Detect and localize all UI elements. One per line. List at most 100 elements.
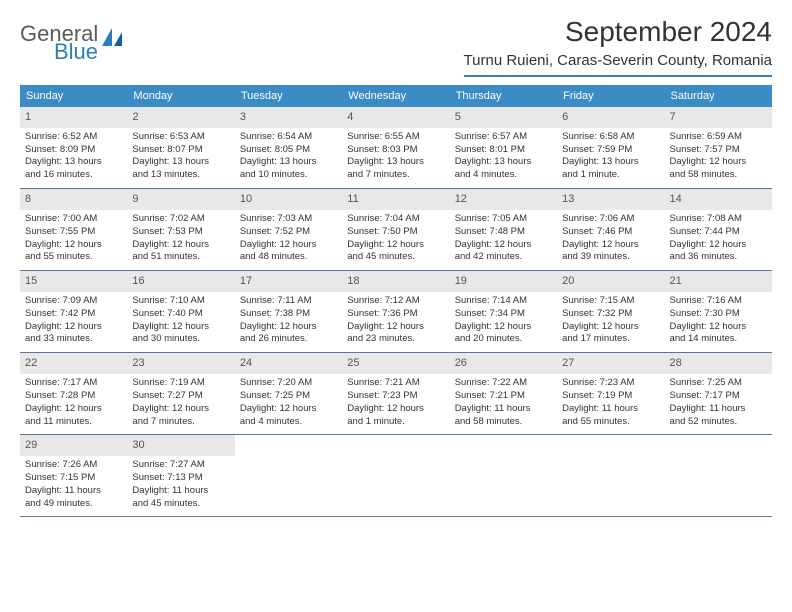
day-number: 5	[450, 107, 557, 128]
day-day1: Daylight: 11 hours	[129, 485, 232, 498]
day-day2: and 4 minutes.	[237, 416, 340, 429]
day-cell: 29Sunrise: 7:26 AMSunset: 7:15 PMDayligh…	[20, 435, 127, 516]
day-day2: and 26 minutes.	[237, 333, 340, 346]
page: General Blue September 2024 Turnu Ruieni…	[0, 0, 792, 533]
weekday-wed: Wednesday	[342, 85, 449, 107]
day-sunset: Sunset: 8:07 PM	[129, 144, 232, 157]
day-sunrise: Sunrise: 7:16 AM	[667, 295, 770, 308]
day-number: 23	[127, 353, 234, 374]
weekday-mon: Monday	[127, 85, 234, 107]
day-day1: Daylight: 12 hours	[344, 403, 447, 416]
day-sunset: Sunset: 7:23 PM	[344, 390, 447, 403]
day-day1: Daylight: 12 hours	[559, 321, 662, 334]
day-number: 6	[557, 107, 664, 128]
day-cell: 19Sunrise: 7:14 AMSunset: 7:34 PMDayligh…	[450, 271, 557, 352]
logo-word2: Blue	[54, 42, 98, 62]
day-day1: Daylight: 12 hours	[22, 403, 125, 416]
day-number: 8	[20, 189, 127, 210]
day-cell: 7Sunrise: 6:59 AMSunset: 7:57 PMDaylight…	[665, 107, 772, 188]
day-number: 4	[342, 107, 449, 128]
day-number: 2	[127, 107, 234, 128]
day-day2: and 7 minutes.	[129, 416, 232, 429]
day-number: 9	[127, 189, 234, 210]
header: General Blue September 2024 Turnu Ruieni…	[20, 16, 772, 77]
day-sunrise: Sunrise: 7:11 AM	[237, 295, 340, 308]
day-sunset: Sunset: 7:50 PM	[344, 226, 447, 239]
day-sunrise: Sunrise: 6:58 AM	[559, 131, 662, 144]
day-day1: Daylight: 12 hours	[22, 239, 125, 252]
day-cell: 22Sunrise: 7:17 AMSunset: 7:28 PMDayligh…	[20, 353, 127, 434]
day-sunset: Sunset: 7:15 PM	[22, 472, 125, 485]
day-sunrise: Sunrise: 7:08 AM	[667, 213, 770, 226]
day-cell: 21Sunrise: 7:16 AMSunset: 7:30 PMDayligh…	[665, 271, 772, 352]
day-cell: 6 Sunrise: 6:58 AMSunset: 7:59 PMDaylight…	[557, 107, 664, 188]
day-day1: Daylight: 12 hours	[237, 321, 340, 334]
day-number: 13	[557, 189, 664, 210]
day-day1: Daylight: 12 hours	[129, 239, 232, 252]
day-sunrise: Sunrise: 7:17 AM	[22, 377, 125, 390]
day-day1: Daylight: 12 hours	[344, 321, 447, 334]
day-day1: Daylight: 12 hours	[237, 239, 340, 252]
day-cell: 28Sunrise: 7:25 AMSunset: 7:17 PMDayligh…	[665, 353, 772, 434]
calendar: Sunday Monday Tuesday Wednesday Thursday…	[20, 85, 772, 517]
day-number: 27	[557, 353, 664, 374]
day-day1: Daylight: 12 hours	[667, 239, 770, 252]
day-number: 3	[235, 107, 342, 128]
day-number: 14	[665, 189, 772, 210]
day-number: 28	[665, 353, 772, 374]
day-sunrise: Sunrise: 7:09 AM	[22, 295, 125, 308]
day-cell: 4Sunrise: 6:55 AMSunset: 8:03 PMDaylight…	[342, 107, 449, 188]
day-sunset: Sunset: 7:19 PM	[559, 390, 662, 403]
day-cell: 26Sunrise: 7:22 AMSunset: 7:21 PMDayligh…	[450, 353, 557, 434]
day-cell: 8Sunrise: 7:00 AMSunset: 7:55 PMDaylight…	[20, 189, 127, 270]
week-row: 15Sunrise: 7:09 AMSunset: 7:42 PMDayligh…	[20, 271, 772, 353]
day-sunset: Sunset: 7:21 PM	[452, 390, 555, 403]
day-cell	[557, 435, 664, 516]
day-sunset: Sunset: 7:57 PM	[667, 144, 770, 157]
day-cell: 20Sunrise: 7:15 AMSunset: 7:32 PMDayligh…	[557, 271, 664, 352]
day-number: 19	[450, 271, 557, 292]
day-sunset: Sunset: 7:53 PM	[129, 226, 232, 239]
day-sunset: Sunset: 7:44 PM	[667, 226, 770, 239]
day-sunset: Sunset: 8:03 PM	[344, 144, 447, 157]
day-sunset: Sunset: 8:05 PM	[237, 144, 340, 157]
day-number: 15	[20, 271, 127, 292]
day-sunrise: Sunrise: 6:53 AM	[129, 131, 232, 144]
day-cell: 25Sunrise: 7:21 AMSunset: 7:23 PMDayligh…	[342, 353, 449, 434]
day-cell: 23Sunrise: 7:19 AMSunset: 7:27 PMDayligh…	[127, 353, 234, 434]
day-cell: 24Sunrise: 7:20 AMSunset: 7:25 PMDayligh…	[235, 353, 342, 434]
week-row: 1Sunrise: 6:52 AMSunset: 8:09 PMDaylight…	[20, 107, 772, 189]
day-sunrise: Sunrise: 7:21 AM	[344, 377, 447, 390]
day-day1: Daylight: 11 hours	[559, 403, 662, 416]
day-day2: and 48 minutes.	[237, 251, 340, 264]
day-sunrise: Sunrise: 7:14 AM	[452, 295, 555, 308]
day-sunset: Sunset: 7:59 PM	[559, 144, 662, 157]
day-sunset: Sunset: 8:01 PM	[452, 144, 555, 157]
day-sunrise: Sunrise: 7:12 AM	[344, 295, 447, 308]
day-day2: and 45 minutes.	[344, 251, 447, 264]
day-number: 29	[20, 435, 127, 456]
day-sunrise: Sunrise: 7:04 AM	[344, 213, 447, 226]
day-number: 26	[450, 353, 557, 374]
day-day1: Daylight: 12 hours	[237, 403, 340, 416]
location: Turnu Ruieni, Caras-Severin County, Roma…	[464, 52, 772, 77]
day-cell: 5Sunrise: 6:57 AMSunset: 8:01 PMDaylight…	[450, 107, 557, 188]
day-number: 21	[665, 271, 772, 292]
day-day2: and 42 minutes.	[452, 251, 555, 264]
day-cell	[665, 435, 772, 516]
day-day1: Daylight: 12 hours	[452, 239, 555, 252]
day-day2: and 49 minutes.	[22, 498, 125, 511]
day-cell	[235, 435, 342, 516]
day-sunrise: Sunrise: 7:00 AM	[22, 213, 125, 226]
day-sunrise: Sunrise: 6:59 AM	[667, 131, 770, 144]
day-day2: and 30 minutes.	[129, 333, 232, 346]
day-day1: Daylight: 11 hours	[667, 403, 770, 416]
day-day1: Daylight: 13 hours	[559, 156, 662, 169]
day-day2: and 58 minutes.	[667, 169, 770, 182]
weekday-sat: Saturday	[665, 85, 772, 107]
day-sunrise: Sunrise: 7:03 AM	[237, 213, 340, 226]
day-day2: and 7 minutes.	[344, 169, 447, 182]
day-cell: 14 Sunrise: 7:08 AMSunset: 7:44 PMDayligh…	[665, 189, 772, 270]
day-day2: and 14 minutes.	[667, 333, 770, 346]
day-sunrise: Sunrise: 7:26 AM	[22, 459, 125, 472]
